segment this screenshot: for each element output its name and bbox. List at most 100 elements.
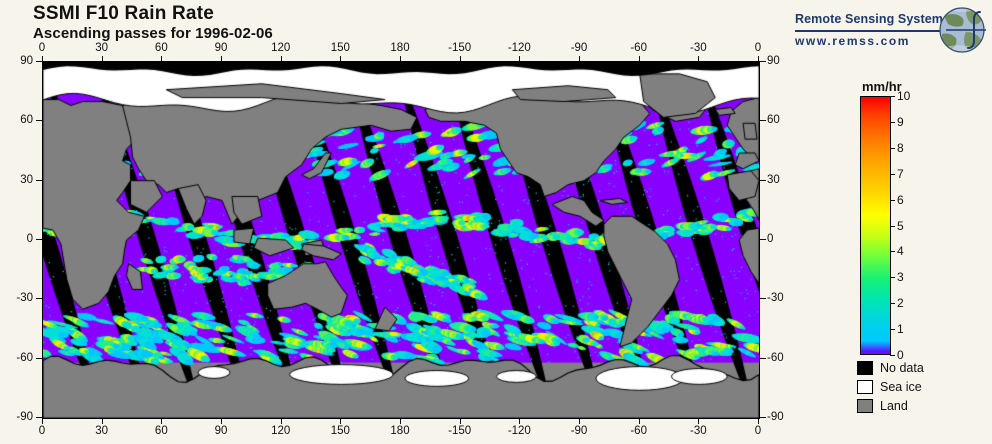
y-tick-label-left: -90 bbox=[16, 411, 33, 423]
x-tick-label-top: 0 bbox=[38, 42, 46, 54]
rain-rate-raster bbox=[43, 62, 759, 418]
brand-block: Remote Sensing Systems www.remss.com bbox=[795, 7, 986, 67]
x-tick-mark-top bbox=[400, 56, 401, 61]
x-tick-label-top: 60 bbox=[154, 42, 168, 54]
y-tick-label-left: -30 bbox=[16, 292, 33, 305]
legend-item: No data bbox=[857, 358, 987, 377]
x-tick-label-bottom: 150 bbox=[330, 425, 350, 437]
x-tick-label-bottom: 120 bbox=[271, 425, 291, 437]
x-tick-label-top: -60 bbox=[630, 42, 647, 54]
x-tick-label-top: -90 bbox=[570, 42, 588, 54]
categorical-legend: No data Sea ice Land bbox=[857, 358, 987, 415]
colorbar-tick-label: 6 bbox=[897, 192, 904, 207]
colorbar-tick-label: 7 bbox=[897, 166, 904, 181]
colorbar-unit-label: mm/hr bbox=[862, 79, 902, 94]
y-tick-mark-right bbox=[760, 61, 766, 62]
legend-swatch bbox=[857, 360, 873, 375]
x-tick-mark-bottom bbox=[400, 419, 401, 424]
x-tick-mark-bottom bbox=[579, 419, 580, 424]
x-tick-label-top: 30 bbox=[95, 42, 109, 54]
colorbar-tick-mark bbox=[890, 121, 895, 123]
colorbar-tick-mark bbox=[890, 225, 895, 227]
x-tick-label-top: 120 bbox=[271, 42, 291, 54]
x-tick-mark-top bbox=[638, 56, 640, 61]
brand-divider bbox=[795, 30, 943, 32]
colorbar-tick-mark bbox=[890, 355, 895, 356]
x-tick-mark-top bbox=[280, 56, 282, 61]
y-tick-label-left: -60 bbox=[16, 351, 33, 364]
x-tick-label-bottom: 0 bbox=[38, 425, 46, 437]
x-tick-label-top: 0 bbox=[754, 42, 762, 54]
globe-icon bbox=[939, 7, 986, 53]
x-tick-mark-top bbox=[758, 56, 759, 61]
y-tick-label-right: -90 bbox=[767, 411, 784, 423]
y-tick-label-left: 90 bbox=[20, 55, 33, 67]
x-tick-label-bottom: -90 bbox=[570, 425, 588, 437]
x-tick-label-top: 150 bbox=[330, 42, 350, 54]
colorbar-tick-label: 4 bbox=[897, 244, 904, 259]
colorbar-tick-mark bbox=[890, 173, 895, 175]
x-tick-mark-bottom bbox=[221, 419, 222, 424]
x-tick-mark-top bbox=[340, 56, 342, 61]
x-tick-label-bottom: 180 bbox=[390, 425, 410, 437]
y-tick-label-right: 30 bbox=[767, 173, 780, 186]
y-tick-mark-left bbox=[36, 120, 42, 122]
x-tick-mark-top bbox=[698, 56, 700, 61]
x-tick-label-bottom: 30 bbox=[95, 425, 109, 437]
x-tick-mark-bottom bbox=[459, 419, 461, 424]
x-tick-mark-top bbox=[221, 56, 222, 61]
x-tick-mark-bottom bbox=[101, 419, 103, 424]
colorbar-tick-label: 9 bbox=[897, 114, 904, 129]
x-tick-mark-bottom bbox=[758, 419, 759, 424]
x-tick-label-top: 90 bbox=[214, 42, 228, 54]
y-tick-label-left: 0 bbox=[26, 233, 33, 245]
colorbar-tick-mark bbox=[890, 303, 895, 305]
colorbar-tick-label: 1 bbox=[897, 322, 904, 337]
colorbar-tick-label: 5 bbox=[897, 218, 904, 233]
x-tick-label-top: -30 bbox=[690, 42, 707, 54]
y-tick-mark-left bbox=[36, 417, 42, 418]
brand-name: Remote Sensing Systems bbox=[795, 12, 951, 26]
page-subtitle: Ascending passes for 1996-02-06 bbox=[33, 25, 273, 42]
x-tick-mark-top bbox=[459, 56, 461, 61]
colorbar-tick-mark bbox=[890, 329, 895, 331]
x-tick-mark-top bbox=[161, 56, 163, 61]
colorbar-tick-mark bbox=[890, 96, 895, 97]
x-tick-label-bottom: 0 bbox=[754, 425, 762, 437]
colorbar[interactable] bbox=[860, 96, 891, 355]
x-tick-mark-top bbox=[579, 56, 580, 61]
x-tick-label-bottom: 60 bbox=[154, 425, 168, 437]
colorbar-tick-label: 2 bbox=[897, 296, 904, 311]
legend-item: Sea ice bbox=[857, 377, 987, 396]
y-tick-mark-right bbox=[760, 120, 766, 122]
x-tick-mark-bottom bbox=[638, 419, 640, 424]
x-tick-mark-bottom bbox=[280, 419, 282, 424]
x-tick-mark-top bbox=[101, 56, 103, 61]
colorbar-tick-label: 10 bbox=[897, 89, 911, 103]
brand-url: www.remss.com bbox=[795, 34, 911, 48]
x-tick-label-top: -120 bbox=[507, 42, 531, 54]
y-tick-mark-left bbox=[36, 179, 42, 181]
x-tick-label-bottom: -60 bbox=[630, 425, 647, 437]
y-tick-mark-right bbox=[760, 298, 766, 300]
map-plot-area[interactable] bbox=[42, 61, 760, 419]
x-tick-label-bottom: -30 bbox=[690, 425, 707, 437]
legend-item: Land bbox=[857, 396, 987, 415]
x-tick-mark-bottom bbox=[42, 419, 43, 424]
y-tick-mark-right bbox=[760, 239, 766, 240]
colorbar-tick-mark bbox=[890, 199, 895, 201]
y-tick-mark-right bbox=[760, 179, 766, 181]
y-tick-label-right: -30 bbox=[767, 292, 784, 305]
x-tick-mark-bottom bbox=[161, 419, 163, 424]
y-tick-mark-right bbox=[760, 417, 766, 418]
x-tick-mark-bottom bbox=[698, 419, 700, 424]
y-tick-label-right: 90 bbox=[767, 55, 780, 67]
y-tick-label-right: 0 bbox=[767, 233, 774, 245]
colorbar-tick-label: 0 bbox=[897, 348, 904, 362]
y-tick-mark-left bbox=[36, 239, 42, 240]
legend-label: Sea ice bbox=[880, 379, 922, 394]
x-tick-label-bottom: -120 bbox=[507, 425, 531, 437]
x-tick-label-top: -150 bbox=[448, 42, 472, 54]
x-tick-mark-top bbox=[42, 56, 43, 61]
colorbar-tick-mark bbox=[890, 147, 895, 149]
